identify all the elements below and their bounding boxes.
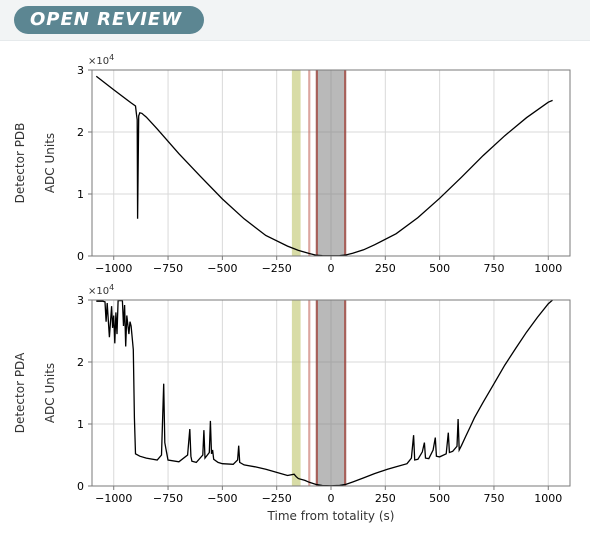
xtick-label: 500 [429, 262, 450, 275]
xtick-label: −500 [207, 262, 237, 275]
figure: 0 1 2 3 ×104 −1000 −750 −500 −250 0 250 500 750 1000 A… [0, 40, 590, 534]
xtick-label: 500 [429, 492, 450, 505]
ytick-label: 2 [77, 356, 84, 369]
xtick-label: −750 [153, 262, 183, 275]
xtick-label: 750 [483, 492, 504, 505]
xtick-label: 1000 [534, 262, 562, 275]
highlight-band [344, 300, 346, 486]
ylabel-inner: ADC Units [43, 133, 57, 193]
xtick-label: 1000 [534, 492, 562, 505]
open-review-badge: OPEN REVIEW [14, 6, 204, 34]
highlight-band [292, 70, 301, 256]
panel-pdb: 0 1 2 3 ×104 −1000 −750 −500 −250 0 250 500 750 1000 A… [13, 53, 570, 276]
y-exponent-label: ×104 [88, 283, 114, 298]
xlabel: Time from totality (s) [267, 509, 395, 523]
highlight-band [308, 300, 310, 486]
ytick-label: 0 [77, 480, 84, 493]
ytick-label: 2 [77, 126, 84, 139]
panel-pda: 0 1 2 3 ×104 −1000 −750 −500 −250 0 250 500 750 1000 A… [13, 283, 570, 506]
ylabel-outer: Detector PDB [13, 123, 27, 204]
xtick-label: 0 [328, 492, 335, 505]
highlight-band [316, 70, 346, 256]
xtick-label: −750 [153, 492, 183, 505]
ytick-label: 1 [77, 188, 84, 201]
ytick-label: 0 [77, 250, 84, 263]
xtick-label: 750 [483, 262, 504, 275]
xtick-label: 250 [375, 262, 396, 275]
highlight-band [316, 300, 318, 486]
highlight-band [316, 70, 318, 256]
highlight-band [292, 300, 301, 486]
xtick-label: −1000 [95, 262, 132, 275]
highlight-band [308, 70, 310, 256]
highlight-band [316, 300, 346, 486]
xtick-label: −500 [207, 492, 237, 505]
y-exponent-label: ×104 [88, 53, 114, 68]
ytick-label: 3 [77, 294, 84, 307]
xtick-label: 250 [375, 492, 396, 505]
xtick-label: 0 [328, 262, 335, 275]
ytick-label: 3 [77, 64, 84, 77]
ylabel-inner: ADC Units [43, 363, 57, 423]
xtick-label: −250 [262, 492, 292, 505]
xtick-label: −1000 [95, 492, 132, 505]
ylabel-outer: Detector PDA [13, 352, 27, 433]
xtick-label: −250 [262, 262, 292, 275]
ytick-label: 1 [77, 418, 84, 431]
highlight-band [344, 70, 346, 256]
